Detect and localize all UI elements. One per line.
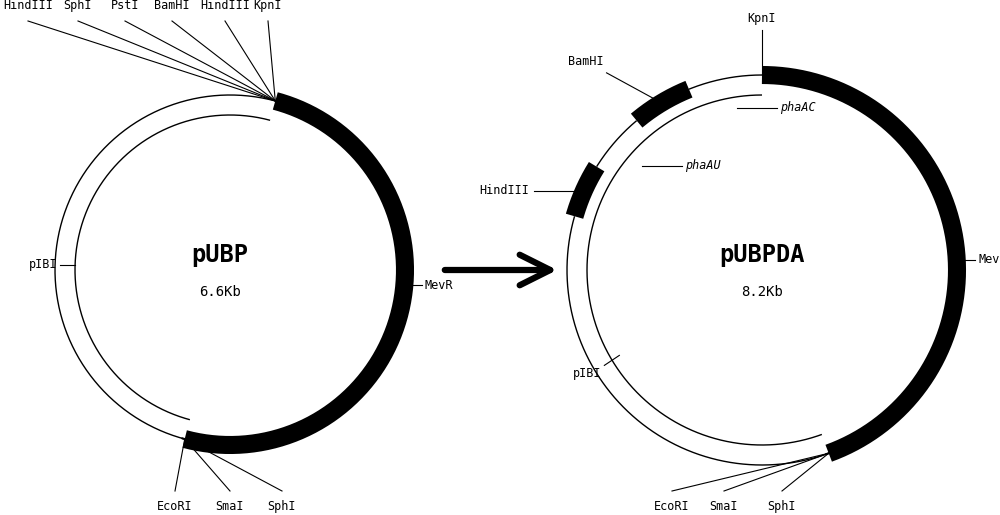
Text: HindIII: HindIII <box>3 0 53 12</box>
Text: BamHI: BamHI <box>568 55 604 68</box>
Text: pUBP: pUBP <box>192 243 248 267</box>
Text: pUBPDA: pUBPDA <box>719 243 805 267</box>
Text: phaAC: phaAC <box>780 101 816 114</box>
Text: 6.6Kb: 6.6Kb <box>199 285 241 299</box>
Text: EcoRI: EcoRI <box>157 500 193 513</box>
Text: KpnI: KpnI <box>748 12 776 25</box>
Text: MevR: MevR <box>979 253 1000 266</box>
Text: HindIII: HindIII <box>479 184 529 197</box>
Text: SmaI: SmaI <box>710 500 738 513</box>
Text: KpnI: KpnI <box>254 0 282 12</box>
Text: 8.2Kb: 8.2Kb <box>741 285 783 299</box>
Text: MevR: MevR <box>424 279 453 292</box>
Text: SphI: SphI <box>768 500 796 513</box>
Text: phaAU: phaAU <box>685 159 720 172</box>
Text: SmaI: SmaI <box>216 500 244 513</box>
Text: pIBI: pIBI <box>573 367 601 381</box>
Text: SphI: SphI <box>64 0 92 12</box>
Text: PstI: PstI <box>111 0 139 12</box>
Text: BamHI: BamHI <box>154 0 190 12</box>
Text: EcoRI: EcoRI <box>654 500 690 513</box>
Text: HindIII: HindIII <box>200 0 250 12</box>
Text: pIBI: pIBI <box>29 258 57 271</box>
Text: SphI: SphI <box>268 500 296 513</box>
